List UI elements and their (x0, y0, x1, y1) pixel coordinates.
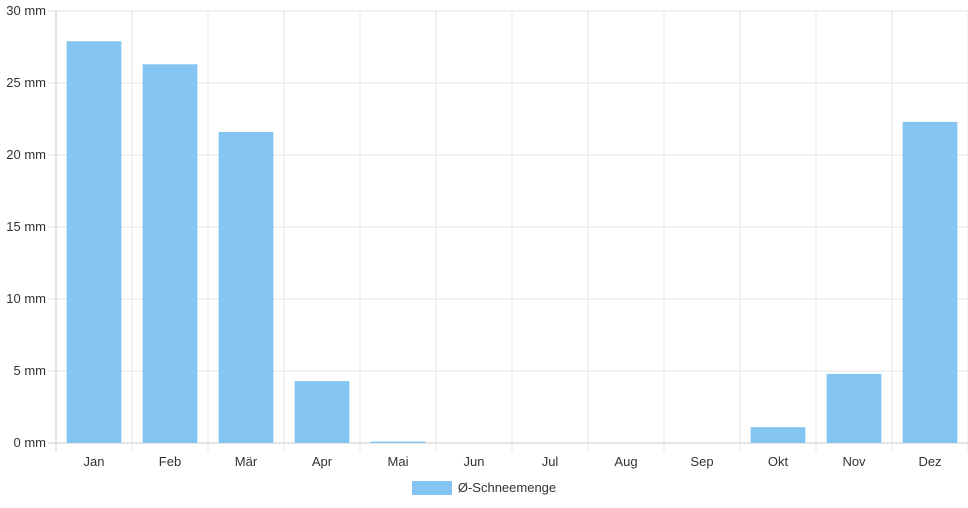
x-tick-label: Sep (690, 454, 713, 469)
x-tick-label: Mär (235, 454, 258, 469)
bar-dez (902, 121, 958, 443)
x-tick-label: Jul (542, 454, 559, 469)
bar-apr (294, 381, 350, 443)
x-tick-label: Jun (464, 454, 485, 469)
y-tick-label: 10 mm (6, 291, 46, 306)
x-tick-label: Apr (312, 454, 333, 469)
x-tick-label: Mai (388, 454, 409, 469)
y-tick-label: 25 mm (6, 75, 46, 90)
legend-label: Ø-Schneemenge (457, 480, 557, 495)
bar-mai (370, 441, 426, 443)
y-tick-label: 20 mm (6, 147, 46, 162)
x-tick-label: Jan (84, 454, 105, 469)
x-tick-label: Feb (159, 454, 181, 469)
legend-swatch (411, 480, 452, 495)
grid-lines (48, 10, 968, 451)
y-axis-tick-labels: 0 mm 5 mm 10 mm 15 mm 20 mm 25 mm 30 mm (6, 3, 46, 450)
y-tick-label: 30 mm (6, 3, 46, 18)
x-axis-tick-labels: Jan Feb Mär Apr Mai Jun Jul Aug Sep Okt Nov Dez (84, 454, 942, 469)
y-tick-label: 5 mm (14, 363, 47, 378)
bar-okt (750, 427, 806, 443)
x-tick-label: Nov (842, 454, 866, 469)
bar-mär (218, 131, 274, 443)
x-tick-label: Dez (918, 454, 941, 469)
y-tick-label: 0 mm (14, 435, 47, 450)
y-tick-label: 15 mm (6, 219, 46, 234)
bar-nov (826, 373, 882, 443)
bar-feb (142, 64, 198, 443)
legend[interactable]: Ø-Schneemenge (0, 480, 968, 495)
x-tick-label: Aug (614, 454, 637, 469)
bar-jan (66, 41, 122, 444)
x-tick-label: Okt (768, 454, 789, 469)
bar-series (66, 41, 958, 444)
